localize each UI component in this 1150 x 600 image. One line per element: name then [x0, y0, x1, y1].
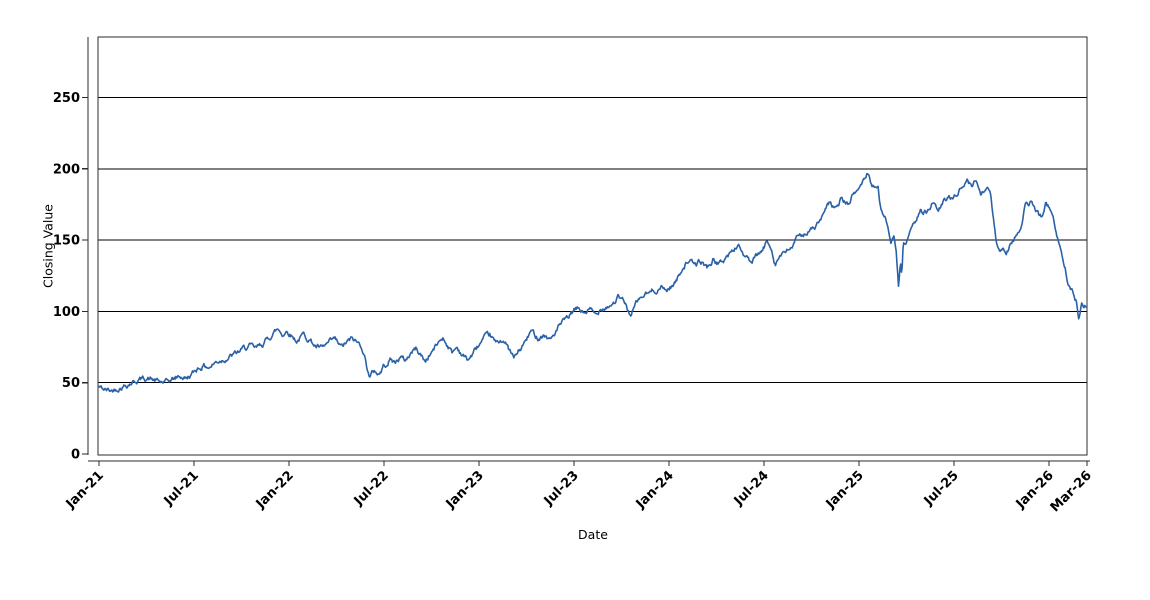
x-tick-label: Mar-26 [1048, 468, 1095, 515]
x-tick-label: Jul-21 [161, 468, 202, 509]
x-tick-label: Jan-22 [253, 468, 297, 512]
x-tick-label: Jan-24 [633, 468, 677, 512]
y-tick-label: 0 [71, 448, 80, 463]
x-tick-label: Jan-23 [443, 468, 487, 512]
closing-value-series-line [98, 172, 1088, 393]
y-tick-label: 50 [62, 376, 80, 391]
x-tick-label: Jul-22 [351, 468, 392, 509]
y-tick-label: 150 [53, 234, 80, 249]
x-axis-title: Date [578, 527, 608, 542]
y-axis-title: Closing Value [40, 204, 56, 288]
y-tick-label: 250 [53, 91, 80, 106]
y-tick-label: 100 [53, 305, 80, 320]
x-tick-label: Jan-25 [823, 468, 867, 512]
x-tick-label: Jul-24 [731, 468, 772, 509]
x-tick-label: Jul-25 [921, 468, 962, 509]
y-tick-label: 200 [53, 162, 80, 177]
plot-frame [97, 36, 1088, 456]
x-tick-label: Jul-23 [541, 468, 582, 509]
x-tick-label: Jan-21 [63, 468, 107, 512]
